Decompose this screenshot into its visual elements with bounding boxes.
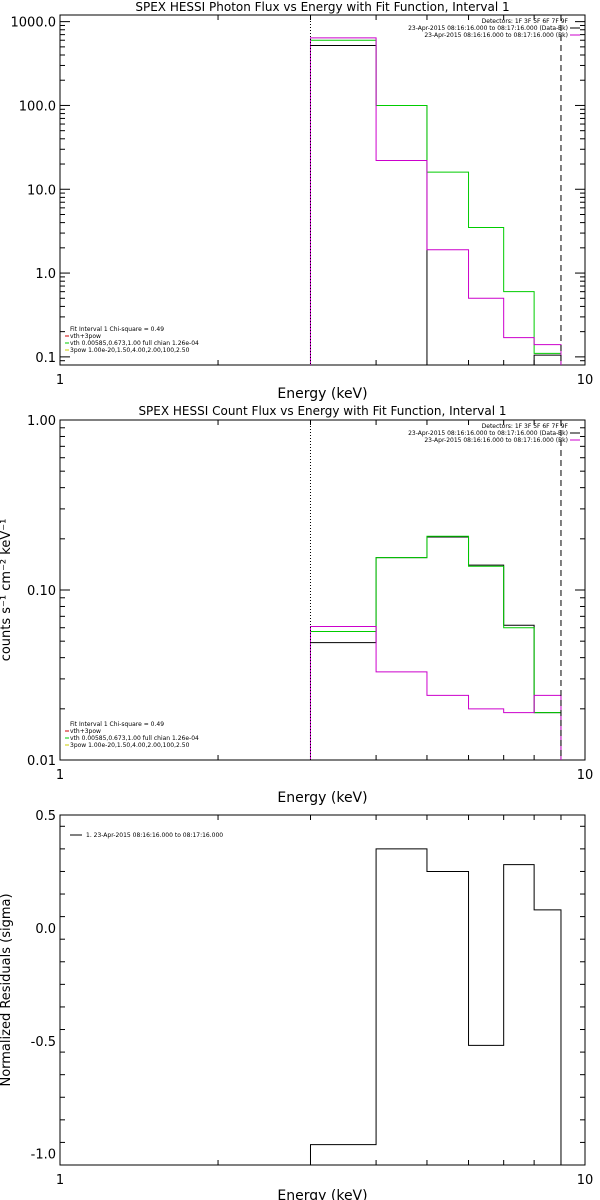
chart-panel-2: SPEX HESSI Count Flux vs Energy with Fit… (0, 404, 593, 806)
y-tick-label: 1.00 (27, 414, 56, 429)
y-tick-label: 0.0 (35, 922, 56, 937)
y-tick-label: 0.1 (35, 351, 56, 366)
series-line (309, 625, 562, 760)
legend-text: 1. 23-Apr-2015 08:16:16.000 to 08:17:16.… (86, 832, 223, 839)
y-tick-label: 0.10 (27, 584, 56, 599)
chart-panel-1: SPEX HESSI Photon Flux vs Energy with Fi… (11, 0, 594, 402)
legend-text: Detectors: 1F 3F 5F 6F 7F 9F (482, 18, 569, 25)
x-tick-label: 10 (577, 373, 594, 388)
legend-text: 3pow 1.00e-20,1.50,4.00,2.00,100,2.50 (70, 742, 190, 749)
y-tick-label: 10.0 (27, 183, 56, 198)
y-tick-label: -0.5 (31, 1035, 56, 1050)
legend-text: Detectors: 1F 3F 5F 6F 7F 9F (482, 423, 569, 430)
chart-panel-3: 1 10 Energy (keV) 0.5 0.0 -0.5 -1.0 Normalized … (0, 809, 593, 1200)
legend-text: vth 0.00585,0.673,1.00 full chian 1.26e-… (70, 735, 199, 742)
legend-text: 23-Apr-2015 08:16:16.000 to 08:17:16.000… (408, 25, 568, 32)
y-tick-label: 100.0 (19, 99, 56, 114)
x-tick-label: 1 (56, 373, 64, 388)
legend-text: Fit Interval 1 Chi-square = 0.49 (70, 326, 164, 333)
y-tick-label: -1.0 (31, 1148, 56, 1163)
series-group (309, 848, 562, 1165)
plot-frame (59, 814, 586, 1166)
plot-frame (59, 14, 586, 366)
legend-text: vth+3pow (70, 333, 101, 340)
y-tick-label: 1.0 (35, 267, 56, 282)
x-tick-label: 10 (577, 1173, 594, 1188)
y-tick-label: 1000.0 (11, 16, 57, 31)
series-group (309, 37, 562, 365)
y-axis-label: counts s⁻¹ cm⁻² keV⁻¹ (0, 519, 14, 662)
series-group (309, 535, 562, 760)
series-line (309, 39, 562, 365)
x-axis-label: Energy (keV) (277, 1188, 367, 1200)
legend-text: vth 0.00585,0.673,1.00 full chian 1.26e-… (70, 340, 199, 347)
legend-text: Fit Interval 1 Chi-square = 0.49 (70, 721, 164, 728)
legend-text: 23-Apr-2015 08:16:16.000 to 08:17:16.000… (408, 430, 568, 437)
series-line (309, 535, 562, 760)
series-line (309, 536, 562, 760)
x-axis-label: Energy (keV) (277, 386, 367, 402)
y-tick-label: 0.01 (27, 754, 56, 769)
y-tick-label: 0.5 (35, 809, 56, 824)
y-axis-label: Normalized Residuals (sigma) (0, 893, 14, 1086)
series-line (309, 44, 562, 365)
series-line (309, 37, 562, 365)
legend-text: vth+3pow (70, 728, 101, 735)
x-tick-label: 1 (56, 768, 64, 783)
chart-title: SPEX HESSI Count Flux vs Energy with Fit… (138, 404, 506, 418)
legend-text: 23-Apr-2015 08:16:16.000 to 08:17:16.000… (424, 437, 568, 444)
x-tick-label: 1 (56, 1173, 64, 1188)
legend-text: 3pow 1.00e-20,1.50,4.00,2.00,100,2.50 (70, 347, 190, 354)
plot-frame (59, 419, 586, 761)
chart-title: SPEX HESSI Photon Flux vs Energy with Fi… (135, 0, 509, 14)
series-line (309, 848, 562, 1165)
x-axis-label: Energy (keV) (277, 790, 367, 806)
legend-text: 23-Apr-2015 08:16:16.000 to 08:17:16.000… (424, 32, 568, 39)
x-tick-label: 10 (577, 768, 594, 783)
